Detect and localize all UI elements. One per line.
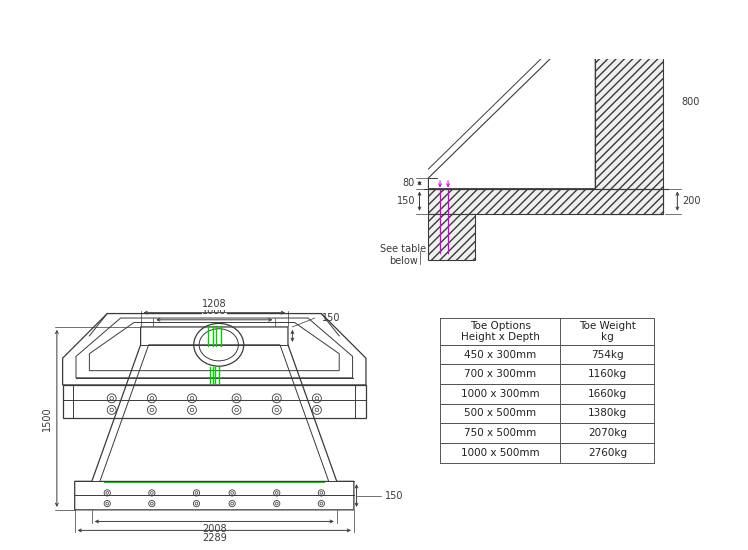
Text: 2289: 2289 <box>202 533 227 543</box>
Text: 80: 80 <box>402 178 415 188</box>
Text: 1380kg: 1380kg <box>588 409 627 419</box>
Text: 150: 150 <box>322 313 340 323</box>
Text: Toe Weight
kg: Toe Weight kg <box>579 321 636 342</box>
Text: 150: 150 <box>396 196 415 206</box>
Text: 2008: 2008 <box>202 524 227 534</box>
Text: 1000 x 300mm: 1000 x 300mm <box>461 389 539 399</box>
Text: 1000: 1000 <box>202 306 227 316</box>
Text: 2070kg: 2070kg <box>588 428 627 438</box>
Text: 150: 150 <box>385 491 404 501</box>
Polygon shape <box>429 213 475 260</box>
Text: 1500: 1500 <box>43 406 52 431</box>
Text: 750 x 500mm: 750 x 500mm <box>464 428 536 438</box>
Text: 1000 x 500mm: 1000 x 500mm <box>461 448 539 458</box>
Text: 1208: 1208 <box>202 299 227 309</box>
Text: 2760kg: 2760kg <box>588 448 627 458</box>
Text: 150: 150 <box>620 0 639 2</box>
Polygon shape <box>595 15 663 213</box>
Text: See table
below: See table below <box>381 244 426 266</box>
Text: 700 x 300mm: 700 x 300mm <box>465 369 536 379</box>
Text: 754kg: 754kg <box>591 350 624 360</box>
Text: 800: 800 <box>682 97 700 107</box>
Text: Toe Options
Height x Depth: Toe Options Height x Depth <box>461 321 540 342</box>
Text: 1160kg: 1160kg <box>588 369 627 379</box>
Polygon shape <box>429 189 663 213</box>
Text: 500 x 500mm: 500 x 500mm <box>465 409 536 419</box>
Text: 200: 200 <box>682 196 700 206</box>
Text: 450 x 300mm: 450 x 300mm <box>464 350 536 360</box>
Text: 1660kg: 1660kg <box>588 389 627 399</box>
